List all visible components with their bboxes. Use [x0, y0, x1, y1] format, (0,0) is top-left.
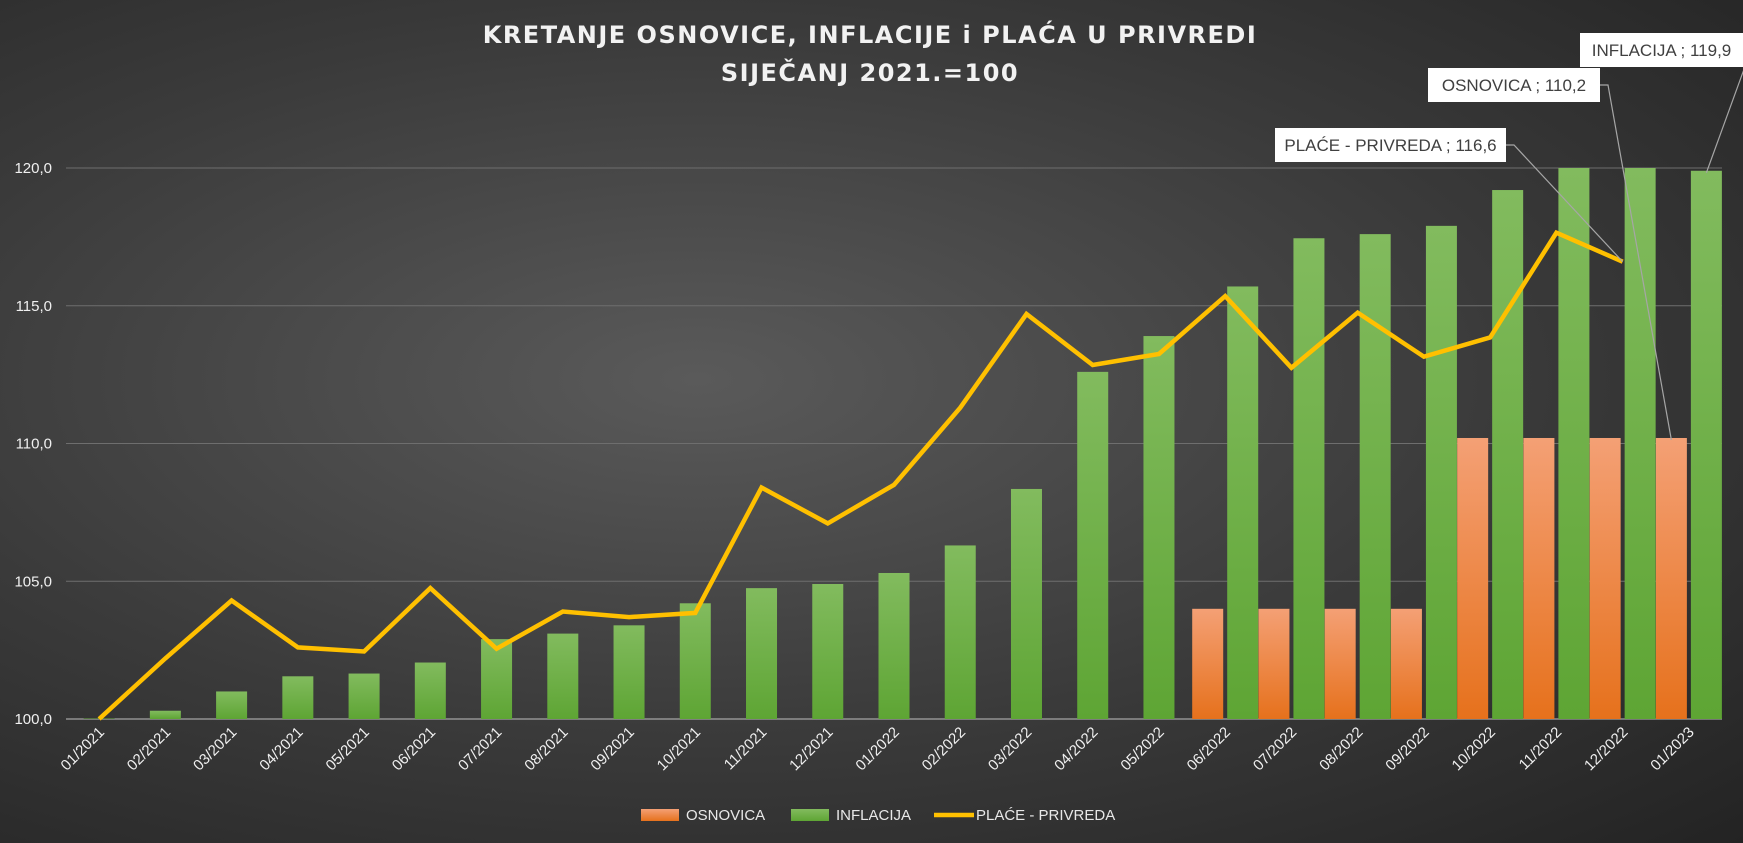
x-tick-label: 01/2021: [58, 724, 108, 774]
bar-inflacija: [149, 710, 181, 719]
x-tick-label: 09/2021: [587, 724, 637, 774]
x-tick-label: 04/2022: [1051, 724, 1101, 774]
callout-box: [1580, 33, 1743, 67]
y-tick-label: 105,0: [14, 573, 52, 590]
chart-subtitle: SIJEČANJ 2021.=100: [721, 57, 1019, 87]
bar-inflacija: [547, 633, 579, 719]
x-tick-label: 03/2022: [985, 724, 1035, 774]
x-tick-label: 05/2022: [1117, 724, 1167, 774]
y-tick-label: 100,0: [14, 711, 52, 728]
x-tick-label: 01/2022: [852, 724, 902, 774]
callouts: INFLACIJA ; 119,9 OSNOVICA ; 110,2 PLAĆE -…: [1275, 33, 1743, 441]
bar-inflacija: [481, 639, 513, 719]
bar-inflacija: [1293, 238, 1325, 719]
x-tick-label: 08/2021: [521, 724, 571, 774]
callout-label: OSNOVICA ; 110,2: [1442, 76, 1586, 95]
callout-leader: [1705, 49, 1743, 173]
bar-osnovica: [1324, 608, 1356, 719]
bar-osnovica: [1390, 608, 1422, 719]
callout-leader: [1506, 144, 1624, 263]
bar-inflacija: [348, 673, 380, 719]
x-tick-label: 09/2022: [1382, 724, 1432, 774]
bar-inflacija: [1492, 190, 1524, 720]
bar-inflacija: [679, 603, 711, 719]
legend-label-osnovica: OSNOVICA: [686, 807, 765, 824]
line-place-privreda: [97, 229, 1624, 721]
callout-leader: [1600, 84, 1672, 441]
legend-label-place: PLAĆE - PRIVREDA: [976, 807, 1115, 824]
legend-label-inflacija: INFLACIJA: [836, 807, 911, 824]
y-tick-label: 120,0: [14, 160, 52, 177]
bar-inflacija: [1690, 170, 1722, 719]
bar-inflacija: [414, 662, 446, 719]
bar-inflacija: [1227, 286, 1259, 719]
x-tick-label: 01/2023: [1647, 724, 1697, 774]
x-tick-label: 10/2022: [1449, 724, 1499, 774]
callout-label: PLAĆE - PRIVREDA ; 116,6: [1284, 136, 1496, 155]
bar-inflacija: [1624, 168, 1656, 719]
bar-osnovica: [1589, 437, 1621, 719]
bar-osnovica: [1457, 437, 1489, 719]
x-tick-label: 11/2022: [1516, 724, 1566, 774]
bar-inflacija: [613, 625, 645, 719]
y-tick-label: 110,0: [16, 436, 52, 453]
legend-swatch-inflacija: [791, 809, 829, 821]
y-axis-ticks: 100,0 105,0 110,0 115,0 120,0: [14, 160, 52, 728]
bar-inflacija: [1558, 168, 1590, 719]
x-tick-label: 06/2021: [389, 724, 439, 774]
x-tick-label: 11/2021: [721, 724, 771, 774]
bar-inflacija: [1143, 336, 1175, 719]
bar-inflacija: [944, 545, 976, 719]
bar-osnovica: [1523, 437, 1555, 719]
legend-swatch-osnovica: [641, 809, 679, 821]
bar-inflacija: [1077, 371, 1109, 719]
chart-title: KRETANJE OSNOVICE, INFLACIJE i PLAĆA U P…: [483, 19, 1258, 49]
callout-box: [1275, 128, 1506, 162]
callout-box: [1428, 68, 1600, 102]
x-tick-label: 05/2021: [323, 724, 373, 774]
y-tick-label: 115,0: [16, 298, 52, 315]
x-tick-label: 08/2022: [1316, 724, 1366, 774]
x-tick-label: 04/2021: [256, 724, 306, 774]
legend: OSNOVICA INFLACIJA PLAĆE - PRIVREDA: [641, 807, 1115, 824]
bar-osnovica: [1258, 608, 1290, 719]
bar-inflacija: [1425, 225, 1457, 720]
bar-inflacija: [746, 588, 778, 719]
bar-inflacija: [282, 676, 314, 719]
bar-inflacija: [878, 572, 910, 719]
bar-inflacija: [1359, 234, 1391, 719]
x-tick-label: 06/2022: [1184, 724, 1234, 774]
x-tick-label: 10/2021: [654, 724, 704, 774]
bars: [83, 168, 1722, 720]
x-tick-label: 07/2021: [455, 724, 505, 774]
x-tick-label: 12/2021: [786, 724, 836, 774]
bar-inflacija: [812, 584, 844, 719]
bar-osnovica: [1192, 608, 1224, 719]
x-tick-label: 12/2022: [1581, 724, 1631, 774]
x-tick-label: 02/2022: [919, 724, 969, 774]
bar-inflacija: [216, 691, 248, 719]
x-tick-label: 03/2021: [190, 724, 240, 774]
x-tick-label: 02/2021: [124, 724, 174, 774]
x-axis-ticks: 01/2021 02/2021 03/2021 04/2021 05/2021 06/20…: [58, 724, 1698, 774]
callout-label: INFLACIJA ; 119,9: [1592, 41, 1732, 60]
bar-osnovica: [1655, 437, 1687, 719]
bar-inflacija: [1010, 488, 1042, 719]
x-tick-label: 07/2022: [1250, 724, 1300, 774]
